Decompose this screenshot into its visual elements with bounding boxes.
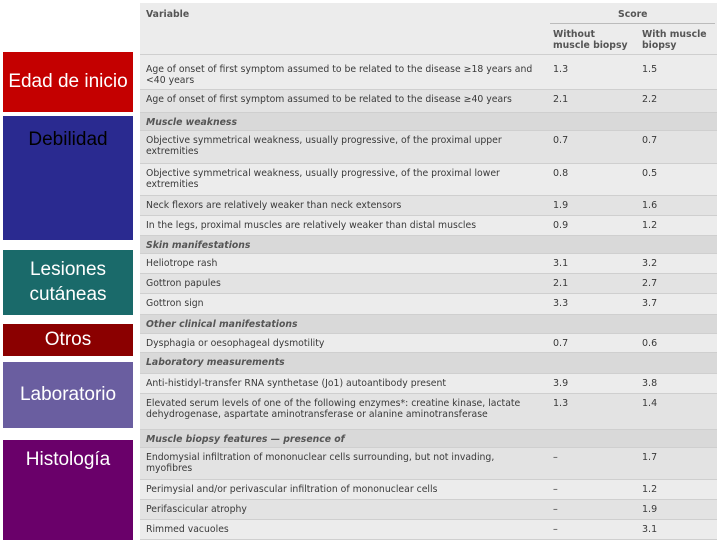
category-label: Edad de inicio (8, 70, 128, 92)
score-with-biopsy: 3.2 (642, 258, 658, 269)
score-without-biopsy: 1.3 (553, 64, 569, 75)
score-without-biopsy: 1.3 (553, 398, 569, 409)
score-with-biopsy: 0.7 (642, 135, 658, 146)
score-without-biopsy: 0.8 (553, 168, 569, 179)
score-with-biopsy: 1.7 (642, 452, 658, 463)
variable-cell: In the legs, proximal muscles are relati… (146, 220, 477, 231)
variable-cell: Heliotrope rash (146, 258, 218, 269)
score-without-biopsy: 0.9 (553, 220, 569, 231)
header-variable: Variable (146, 9, 190, 20)
score-with-biopsy: 1.6 (642, 200, 658, 211)
score-without-biopsy: 3.3 (553, 298, 569, 309)
table-row: Age of onset of first symptom assumed to… (140, 90, 717, 113)
variable-cell: Objective symmetrical weakness, usually … (146, 135, 502, 157)
table-row: Neck flexors are relatively weaker than … (140, 196, 717, 216)
table-row: Perimysial and/or perivascular infiltrat… (140, 480, 717, 500)
category-label: Debilidad (28, 129, 108, 150)
score-with-biopsy: 1.5 (642, 64, 658, 75)
table-row: Endomysial infiltration of mononuclear c… (140, 448, 717, 480)
variable-cell: Rimmed vacuoles (146, 524, 229, 535)
score-with-biopsy: 2.7 (642, 278, 658, 289)
variable-cell: Dysphagia or oesophageal dysmotility (146, 338, 325, 349)
category-otros: Otros (3, 324, 133, 356)
section-row: Laboratory measurements (140, 353, 717, 374)
score-without-biopsy: 2.1 (553, 94, 569, 105)
variable-cell: Gottron sign (146, 298, 204, 309)
variable-cell: Anti-histidyl-transfer RNA synthetase (J… (146, 378, 447, 389)
score-without-biopsy: 3.1 (553, 258, 569, 269)
table-row: Perifascicular atrophy – 1.9 (140, 500, 717, 520)
score-without-biopsy: 0.7 (553, 338, 569, 349)
variable-cell: Perifascicular atrophy (146, 504, 247, 515)
header-without-biopsy: Without muscle biopsy (553, 29, 628, 51)
table-row: Gottron sign 3.3 3.7 (140, 294, 717, 315)
table-row: Objective symmetrical weakness, usually … (140, 131, 717, 164)
variable-cell: Neck flexors are relatively weaker than … (146, 200, 402, 211)
variable-cell: Objective symmetrical weakness, usually … (146, 168, 500, 190)
section-title: Laboratory measurements (146, 357, 285, 368)
table-row: Rimmed vacuoles – 3.1 (140, 520, 717, 540)
score-with-biopsy: 3.7 (642, 298, 658, 309)
category-label: Lesiones cutáneas (29, 258, 107, 305)
score-without-biopsy: 1.9 (553, 200, 569, 211)
section-title: Skin manifestations (146, 240, 251, 251)
table-header: Variable Score Without muscle biopsy Wit… (140, 3, 717, 55)
score-without-biopsy: 0.7 (553, 135, 569, 146)
score-with-biopsy: 1.2 (642, 220, 658, 231)
section-row: Muscle weakness (140, 113, 717, 131)
category-label: Laboratorio (19, 383, 117, 405)
variable-cell: Gottron papules (146, 278, 221, 289)
table-row: Elevated serum levels of one of the foll… (140, 394, 717, 430)
score-with-biopsy: 3.1 (642, 524, 658, 535)
section-row: Skin manifestations (140, 236, 717, 254)
table-row: In the legs, proximal muscles are relati… (140, 216, 717, 236)
variable-cell: Endomysial infiltration of mononuclear c… (146, 452, 495, 474)
category-histologia: Histología (3, 440, 133, 540)
table-row: Age of onset of first symptom assumed to… (140, 60, 717, 90)
score-with-biopsy: 2.2 (642, 94, 658, 105)
section-row: Muscle biopsy features — presence of (140, 430, 717, 448)
header-score: Score (618, 9, 648, 20)
score-without-biopsy: – (553, 524, 558, 535)
section-title: Muscle weakness (146, 117, 237, 128)
score-with-biopsy: 1.4 (642, 398, 658, 409)
criteria-table: Variable Score Without muscle biopsy Wit… (140, 3, 717, 540)
score-without-biopsy: 3.9 (553, 378, 569, 389)
score-without-biopsy: – (553, 504, 558, 515)
table-row: Gottron papules 2.1 2.7 (140, 274, 717, 294)
score-without-biopsy: 2.1 (553, 278, 569, 289)
category-label: Histología (25, 449, 111, 470)
table-row: Dysphagia or oesophageal dysmotility 0.7 0… (140, 334, 717, 353)
variable-cell: Age of onset of first symptom assumed to… (146, 64, 533, 86)
score-with-biopsy: 1.9 (642, 504, 658, 515)
header-with-biopsy: With muscle biopsy (642, 29, 707, 51)
variable-cell: Elevated serum levels of one of the foll… (146, 398, 521, 420)
category-debilidad: Debilidad (3, 116, 133, 240)
score-without-biopsy: – (553, 452, 558, 463)
score-with-biopsy: 1.2 (642, 484, 658, 495)
variable-cell: Age of onset of first symptom assumed to… (146, 94, 512, 105)
category-edad-de-inicio: Edad de inicio (3, 52, 133, 112)
score-with-biopsy: 0.6 (642, 338, 658, 349)
header-divider (550, 23, 715, 24)
category-label: Otros (44, 328, 92, 350)
score-without-biopsy: – (553, 484, 558, 495)
table-row: Heliotrope rash 3.1 3.2 (140, 254, 717, 274)
score-with-biopsy: 3.8 (642, 378, 658, 389)
table-row: Objective symmetrical weakness, usually … (140, 164, 717, 196)
category-laboratorio: Laboratorio (3, 362, 133, 428)
category-lesiones-cutaneas: Lesiones cutáneas (3, 250, 133, 315)
section-title: Muscle biopsy features — presence of (146, 434, 345, 445)
table-row: Anti-histidyl-transfer RNA synthetase (J… (140, 374, 717, 394)
section-title: Other clinical manifestations (146, 319, 298, 330)
section-row: Other clinical manifestations (140, 315, 717, 334)
score-with-biopsy: 0.5 (642, 168, 658, 179)
variable-cell: Perimysial and/or perivascular infiltrat… (146, 484, 438, 495)
